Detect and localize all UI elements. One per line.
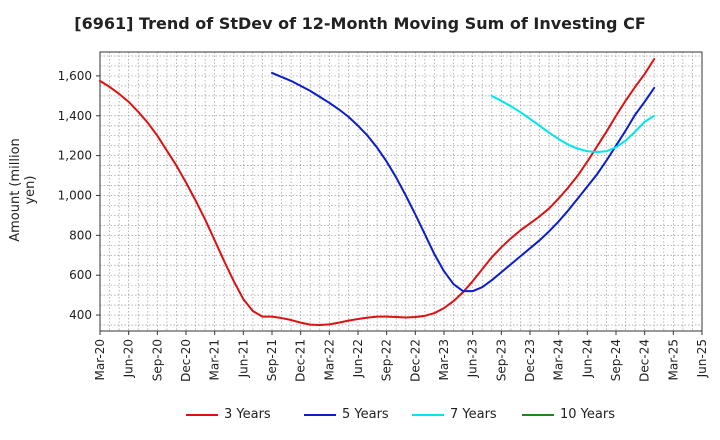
- y-axis-ticks: 400 600 800 1,000 1,200 1,400 1,600: [58, 69, 100, 322]
- x-tick-label: Dec-24: [638, 339, 652, 382]
- y-tick-label: 400: [69, 308, 92, 322]
- legend-label: 5 Years: [342, 407, 389, 422]
- gridlines: [100, 52, 702, 331]
- legend-label: 10 Years: [560, 407, 615, 422]
- y-tick-label: 600: [69, 268, 92, 282]
- x-tick-label: Jun-22: [351, 339, 365, 378]
- x-tick-label: Dec-20: [179, 339, 193, 382]
- legend-swatch: [304, 414, 336, 416]
- y-tick-label: 1,600: [58, 69, 92, 83]
- x-tick-label: Mar-21: [208, 339, 222, 380]
- legend: 3 Years 5 Years 7 Years 10 Years: [0, 405, 720, 425]
- x-tick-label: Mar-22: [322, 339, 336, 380]
- x-tick-label: Jun-25: [695, 339, 709, 378]
- x-tick-label: Jun-23: [466, 339, 480, 378]
- y-tick-label: 1,000: [58, 188, 92, 202]
- series-lines: [99, 57, 656, 327]
- series-line-3-years: [99, 57, 656, 327]
- x-tick-label: Sep-21: [265, 339, 279, 381]
- x-tick-label: Dec-23: [523, 339, 537, 382]
- legend-swatch: [186, 414, 218, 416]
- x-tick-label: Sep-22: [380, 339, 394, 381]
- series-line-5-years: [271, 71, 656, 293]
- x-tick-label: Mar-23: [437, 339, 451, 380]
- x-tick-label: Jun-21: [236, 339, 250, 378]
- x-tick-label: Mar-24: [552, 339, 566, 380]
- y-tick-label: 800: [69, 228, 92, 242]
- x-tick-label: Sep-23: [494, 339, 508, 381]
- x-tick-label: Dec-22: [408, 339, 422, 382]
- legend-label: 3 Years: [224, 407, 271, 422]
- x-tick-label: Sep-20: [150, 339, 164, 381]
- x-axis-ticks: Mar-20 Jun-20 Sep-20 Dec-20 Mar-21 Jun-21 Sep-…: [93, 331, 709, 382]
- series-line-7-years: [490, 94, 656, 154]
- y-tick-label: 1,400: [58, 109, 92, 123]
- x-tick-label: Mar-20: [93, 339, 107, 380]
- legend-label: 7 Years: [450, 407, 497, 422]
- legend-swatch: [522, 414, 554, 416]
- line-chart: 400 600 800 1,000 1,200 1,400 1,600 Mar-20 Jun-…: [58, 51, 709, 382]
- legend-swatch: [412, 414, 444, 416]
- y-tick-label: 1,200: [58, 149, 92, 163]
- y-axis-label: Amount (million yen): [8, 138, 38, 242]
- plot-frame: [99, 51, 703, 332]
- x-tick-label: Sep-24: [609, 339, 623, 381]
- x-tick-label: Jun-20: [122, 339, 136, 378]
- x-tick-label: Jun-24: [580, 339, 594, 378]
- chart-title: [6961] Trend of StDev of 12-Month Moving…: [74, 14, 646, 33]
- x-tick-label: Mar-25: [666, 339, 680, 380]
- x-tick-label: Dec-21: [294, 339, 308, 382]
